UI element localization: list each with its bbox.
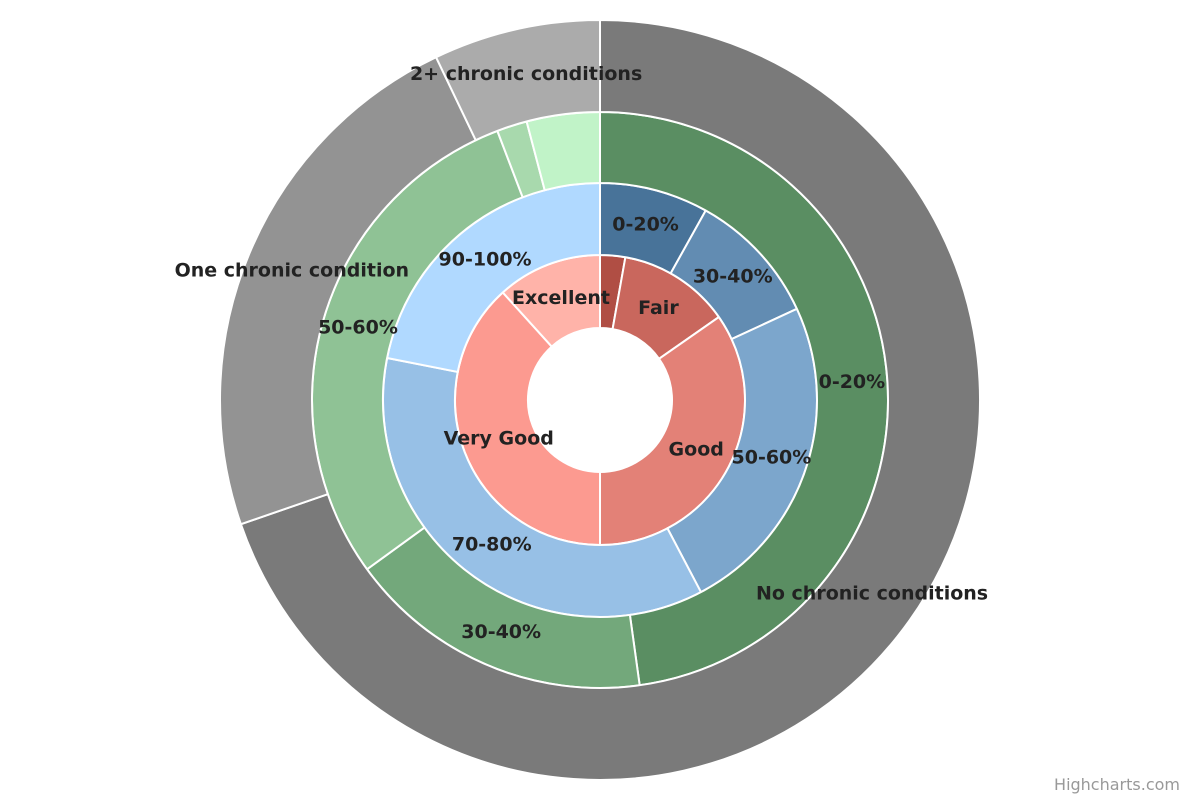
segment-label: 2+ chronic conditions [410,63,642,85]
segment-label: 70-80% [452,534,532,556]
segments [219,18,981,781]
segment-label: Very Good [444,427,554,449]
segment-label: 90-100% [439,249,532,271]
segment [239,18,981,781]
segment-label: No chronic conditions [756,582,988,604]
credits[interactable]: Highcharts.com [1054,775,1180,794]
segment-label: One chronic condition [175,260,409,282]
segment-label: 30-40% [693,265,773,287]
segment [434,18,601,142]
segment [219,55,478,526]
segment-label: 0-20% [612,213,679,235]
segment-label: Good [669,439,724,461]
segment-label: 50-60% [318,317,398,339]
segment-label: Fair [638,297,679,319]
labels: Fair Good Very Good Excellent 0-20% 30-40% 50-… [175,63,989,643]
segment-label: 50-60% [732,447,812,469]
segment-label: 30-40% [461,621,541,643]
segment-label: Excellent [512,287,610,309]
segment-label: 0-20% [819,371,886,393]
